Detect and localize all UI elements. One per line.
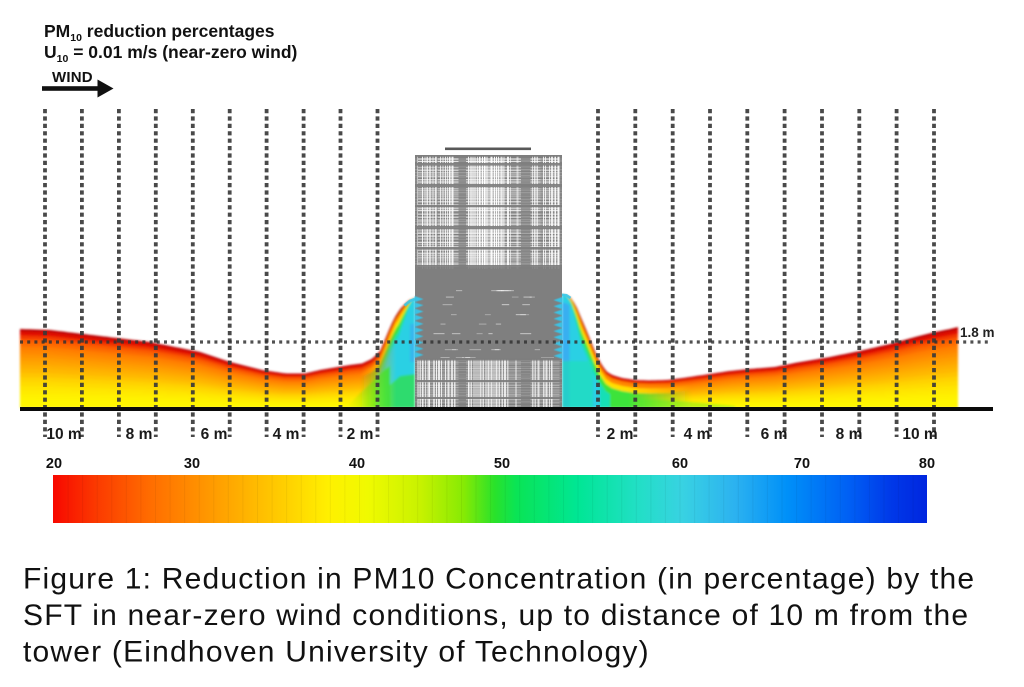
svg-text:6 m: 6 m <box>201 426 228 443</box>
svg-text:50: 50 <box>494 456 510 472</box>
svg-text:2 m: 2 m <box>347 426 374 443</box>
svg-text:tower (Eindhoven University of: tower (Eindhoven University of Technolog… <box>23 636 650 669</box>
svg-text:30: 30 <box>184 456 200 472</box>
svg-text:40: 40 <box>349 456 365 472</box>
svg-text:WIND: WIND <box>52 69 93 86</box>
svg-text:20: 20 <box>46 456 62 472</box>
svg-text:4 m: 4 m <box>684 426 711 443</box>
svg-text:1.8 m: 1.8 m <box>960 325 995 340</box>
svg-text:4 m: 4 m <box>273 426 300 443</box>
svg-text:Figure 1: Reduction in PM10 Co: Figure 1: Reduction in PM10 Concentratio… <box>23 563 975 596</box>
svg-text:6 m: 6 m <box>761 426 788 443</box>
svg-text:10 m: 10 m <box>902 426 937 443</box>
svg-text:PM10 reduction percentages: PM10 reduction percentages <box>44 21 275 44</box>
svg-text:8 m: 8 m <box>836 426 863 443</box>
svg-text:SFT in near-zero wind conditio: SFT in near-zero wind conditions, up to … <box>23 599 969 632</box>
svg-text:80: 80 <box>919 456 935 472</box>
svg-text:U10 = 0.01 m/s (near-zero wind: U10 = 0.01 m/s (near-zero wind) <box>44 42 297 65</box>
svg-text:8 m: 8 m <box>126 426 153 443</box>
svg-text:60: 60 <box>672 456 688 472</box>
svg-text:10 m: 10 m <box>46 426 81 443</box>
svg-text:70: 70 <box>794 456 810 472</box>
svg-text:2 m: 2 m <box>607 426 634 443</box>
